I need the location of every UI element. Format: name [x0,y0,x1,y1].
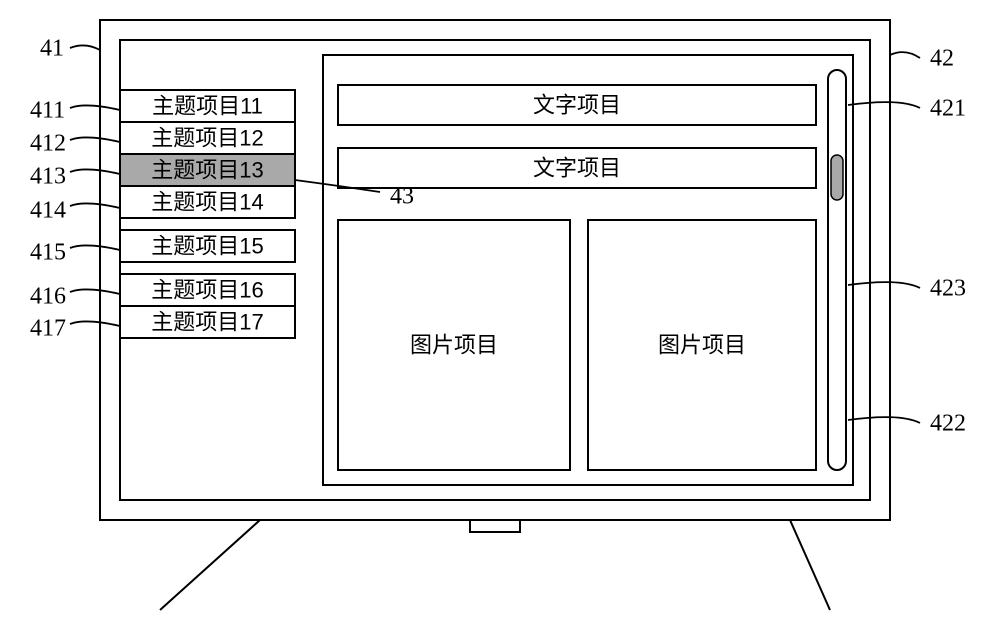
callout-label-43: 43 [390,184,414,210]
callout-label-414: 414 [30,198,66,224]
image-item-label: 图片项目 [410,333,498,358]
callout-label-415: 415 [30,240,66,266]
callout-label-422: 422 [930,411,966,437]
callout-lead-414 [70,203,120,208]
callout-lead-421 [848,102,920,108]
sidebar-item-label: 主题项目17 [151,310,263,335]
callout-label-411: 411 [30,98,65,124]
sidebar-item-label: 主题项目14 [151,190,263,215]
callout-label-417: 417 [30,316,66,342]
callout-label-41: 41 [40,36,64,62]
image-item-label: 图片项目 [658,333,746,358]
callout-lead-416 [70,289,120,294]
scrollbar-track[interactable] [828,70,846,470]
text-item-label: 文字项目 [533,93,621,118]
image-items: 图片项目 图片项目 [338,220,816,470]
callout-label-413: 413 [30,164,66,190]
callout-label-412: 412 [30,131,66,157]
sidebar-item-label: 主题项目16 [151,278,263,303]
text-items: 文字项目文字项目 [338,85,816,188]
device-leg-left [160,520,260,610]
callout-lead-423 [848,282,920,288]
callout-lead-42 [890,52,920,58]
scrollbar-thumb[interactable] [831,155,843,200]
sidebar-item-label: 主题项目15 [151,234,263,259]
diagram-root: 主题项目11 主题项目12 主题项目13 主题项目14 主题项目15 主题项目16 主题项目… [0,0,1000,618]
callout-lead-412 [70,137,120,142]
sidebar-item-label: 主题项目13 [151,158,263,183]
sidebar-item-label: 主题项目12 [151,126,263,151]
callout-label-416: 416 [30,284,66,310]
callout-lead-417 [70,321,120,326]
callout-lead-415 [70,245,120,250]
callout-lead-413 [70,169,120,174]
callout-lead-41 [70,45,100,50]
sidebar-item-label: 主题项目11 [152,94,263,119]
device-stand-foot [470,520,520,532]
callout-lead-411 [70,105,120,110]
callout-label-421: 421 [930,96,966,122]
sidebar: 主题项目11 主题项目12 主题项目13 主题项目14 主题项目15 主题项目16 主题项目… [120,90,295,338]
device-leg-right [730,520,830,610]
callout-label-42: 42 [930,46,954,72]
callout-lead-422 [848,417,920,423]
callout-label-423: 423 [930,276,966,302]
text-item-label: 文字项目 [533,156,621,181]
